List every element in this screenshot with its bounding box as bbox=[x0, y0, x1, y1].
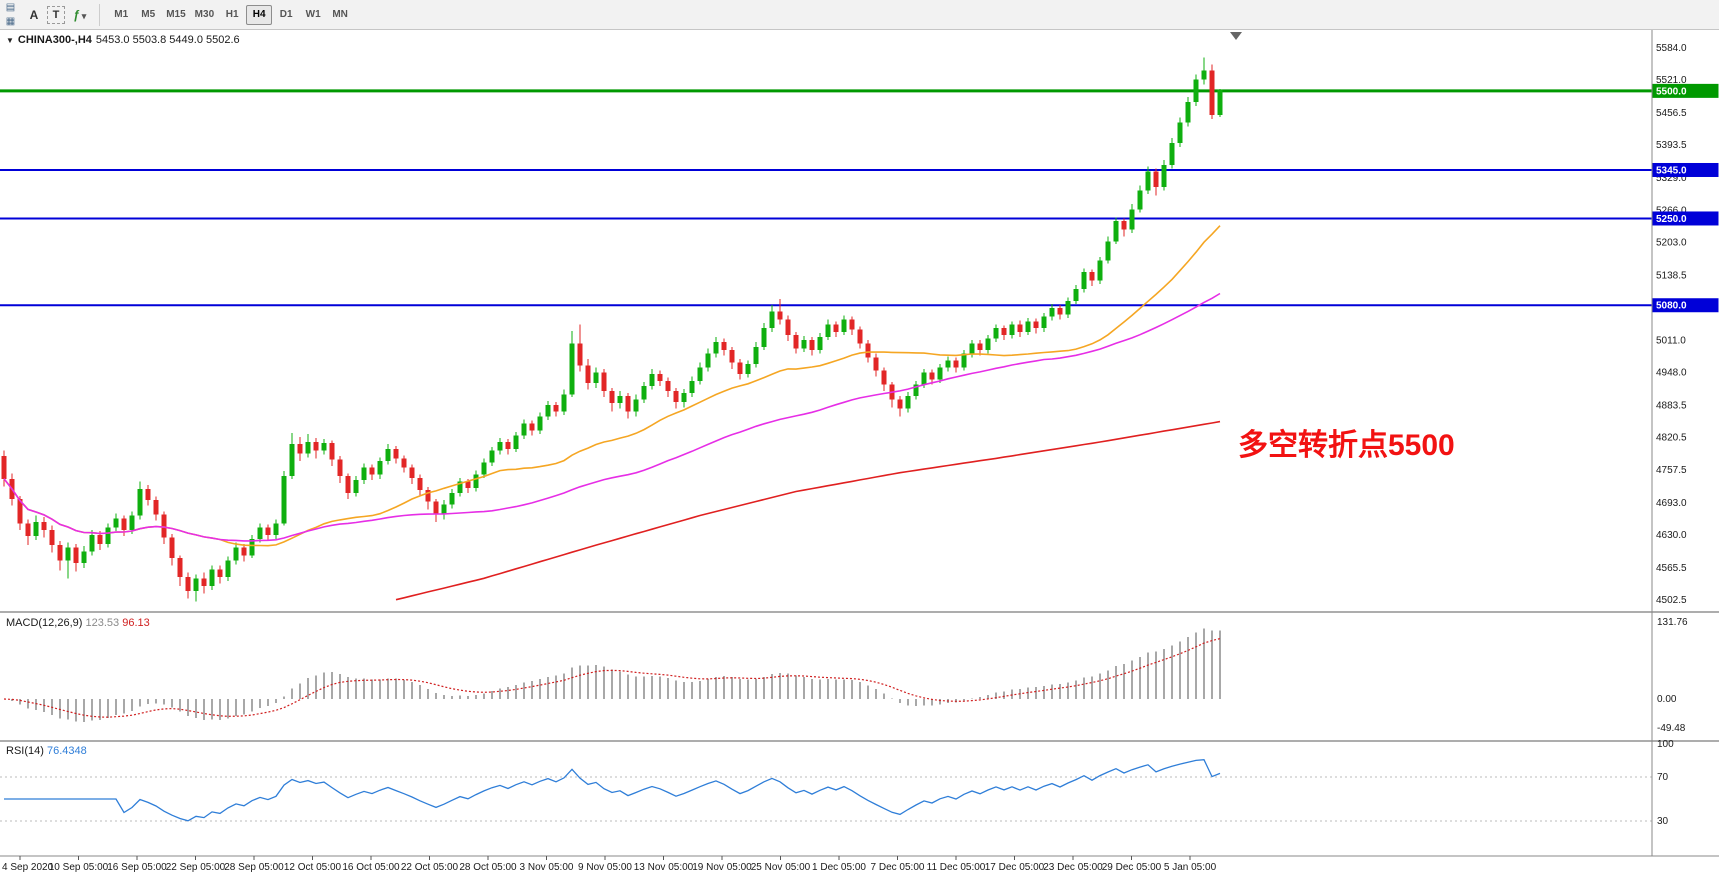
indicators-button[interactable] bbox=[68, 4, 91, 26]
svg-text:100: 100 bbox=[1657, 739, 1674, 750]
svg-text:4502.5: 4502.5 bbox=[1656, 595, 1687, 606]
chart-canvas[interactable]: 131.76 0.00 -49.48 100 70 30 5584.0 5521.0 5456.… bbox=[0, 30, 1719, 894]
svg-text:22 Oct 05:00: 22 Oct 05:00 bbox=[401, 862, 459, 873]
svg-text:4883.5: 4883.5 bbox=[1656, 401, 1687, 412]
svg-text:10 Sep 05:00: 10 Sep 05:00 bbox=[49, 862, 109, 873]
svg-text:4693.0: 4693.0 bbox=[1656, 498, 1687, 509]
chevron-down-icon bbox=[80, 8, 87, 22]
svg-text:5456.5: 5456.5 bbox=[1656, 108, 1687, 119]
svg-text:11 Dec 05:00: 11 Dec 05:00 bbox=[927, 862, 986, 873]
indicators-icon bbox=[73, 8, 80, 22]
svg-text:131.76: 131.76 bbox=[1657, 617, 1688, 628]
svg-text:30: 30 bbox=[1657, 816, 1669, 827]
timeframe-button-d1[interactable]: D1 bbox=[273, 5, 299, 25]
svg-text:4757.5: 4757.5 bbox=[1656, 465, 1687, 476]
timeframe-button-m5[interactable]: M5 bbox=[135, 5, 161, 25]
svg-text:-49.48: -49.48 bbox=[1657, 723, 1686, 734]
timeframe-button-h1[interactable]: H1 bbox=[219, 5, 245, 25]
svg-text:4565.5: 4565.5 bbox=[1656, 563, 1687, 574]
text-tool-button[interactable]: A bbox=[24, 4, 44, 26]
svg-text:28 Oct 05:00: 28 Oct 05:00 bbox=[459, 862, 517, 873]
svg-text:70: 70 bbox=[1657, 772, 1669, 783]
svg-text:5584.0: 5584.0 bbox=[1656, 43, 1687, 54]
svg-text:1 Dec 05:00: 1 Dec 05:00 bbox=[812, 862, 866, 873]
svg-text:5521.0: 5521.0 bbox=[1656, 75, 1687, 86]
svg-text:3 Nov 05:00: 3 Nov 05:00 bbox=[520, 862, 574, 873]
window-icons-group bbox=[3, 1, 18, 28]
chart-area[interactable]: 131.76 0.00 -49.48 100 70 30 5584.0 5521.0 5456.… bbox=[0, 30, 1719, 894]
svg-text:5329.0: 5329.0 bbox=[1656, 173, 1687, 184]
svg-text:5203.0: 5203.0 bbox=[1656, 237, 1687, 248]
svg-text:19 Nov 05:00: 19 Nov 05:00 bbox=[692, 862, 752, 873]
svg-text:23 Dec 05:00: 23 Dec 05:00 bbox=[1043, 862, 1103, 873]
svg-text:5 Jan 05:00: 5 Jan 05:00 bbox=[1164, 862, 1217, 873]
svg-text:5080.0: 5080.0 bbox=[1656, 301, 1687, 312]
svg-text:0.00: 0.00 bbox=[1657, 694, 1677, 705]
svg-text:5250.0: 5250.0 bbox=[1656, 214, 1687, 225]
timeframe-button-m30[interactable]: M30 bbox=[191, 5, 218, 25]
svg-text:4948.0: 4948.0 bbox=[1656, 368, 1687, 379]
svg-text:12 Oct 05:00: 12 Oct 05:00 bbox=[284, 862, 342, 873]
svg-text:7 Dec 05:00: 7 Dec 05:00 bbox=[871, 862, 925, 873]
svg-text:5393.5: 5393.5 bbox=[1656, 140, 1687, 151]
timeframe-button-m1[interactable]: M1 bbox=[108, 5, 134, 25]
annotation-text[interactable]: 多空转折点5500 bbox=[1238, 429, 1455, 462]
svg-text:5011.0: 5011.0 bbox=[1656, 335, 1686, 346]
svg-text:22 Sep 05:00: 22 Sep 05:00 bbox=[166, 862, 226, 873]
svg-text:5266.0: 5266.0 bbox=[1656, 205, 1687, 216]
svg-text:4630.0: 4630.0 bbox=[1656, 530, 1687, 541]
text-label-tool-button[interactable]: T bbox=[47, 5, 65, 24]
svg-text:25 Nov 05:00: 25 Nov 05:00 bbox=[751, 862, 811, 873]
timeframe-button-h4[interactable]: H4 bbox=[246, 4, 273, 25]
svg-text:9 Nov 05:00: 9 Nov 05:00 bbox=[578, 862, 632, 873]
timeframe-button-w1[interactable]: W1 bbox=[300, 5, 326, 25]
svg-text:17 Dec 05:00: 17 Dec 05:00 bbox=[985, 862, 1045, 873]
timeframe-group: M1 M5 M15 M30 H1 H4 D1 W1 MN bbox=[108, 4, 353, 25]
svg-text:13 Nov 05:00: 13 Nov 05:00 bbox=[634, 862, 694, 873]
svg-text:4820.5: 4820.5 bbox=[1656, 433, 1687, 444]
toolbar-separator bbox=[99, 3, 101, 26]
timeframe-button-mn[interactable]: MN bbox=[327, 5, 353, 25]
chart-grid-icon[interactable] bbox=[3, 15, 18, 28]
timeframe-button-m15[interactable]: M15 bbox=[162, 5, 189, 25]
svg-text:16 Oct 05:00: 16 Oct 05:00 bbox=[342, 862, 400, 873]
svg-text:29 Dec 05:00: 29 Dec 05:00 bbox=[1102, 862, 1162, 873]
svg-text:5345.0: 5345.0 bbox=[1656, 165, 1687, 176]
svg-text:4 Sep 2020: 4 Sep 2020 bbox=[2, 862, 54, 873]
new-chart-icon[interactable] bbox=[3, 1, 18, 14]
svg-text:16 Sep 05:00: 16 Sep 05:00 bbox=[107, 862, 167, 873]
svg-text:5500.0: 5500.0 bbox=[1656, 86, 1687, 97]
svg-text:28 Sep 05:00: 28 Sep 05:00 bbox=[224, 862, 284, 873]
svg-text:5138.5: 5138.5 bbox=[1656, 270, 1687, 281]
